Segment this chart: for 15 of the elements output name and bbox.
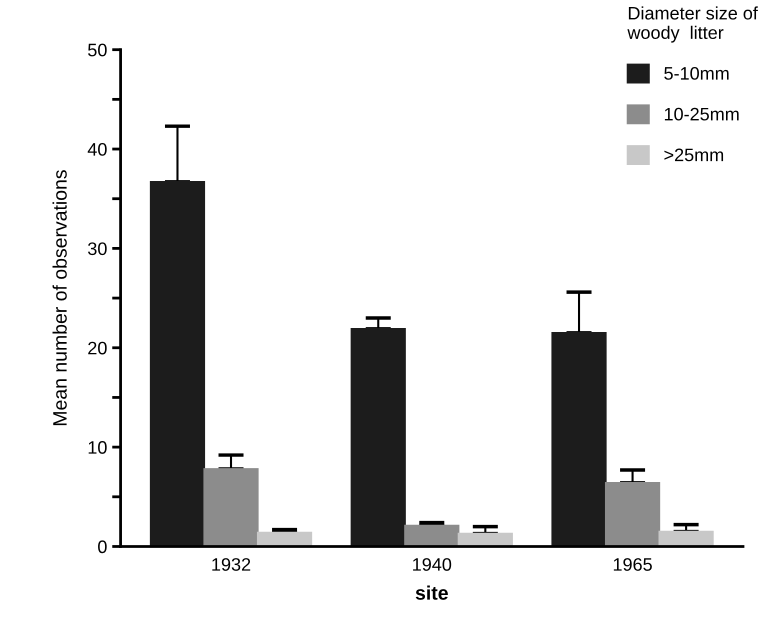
x-tick-label: 1932 (212, 558, 250, 571)
y-tick-label: 0 (98, 540, 107, 554)
y-tick-label: 40 (88, 142, 107, 156)
y-axis-title: Mean number of observations (52, 170, 67, 426)
y-tick-label: 50 (88, 44, 107, 56)
x-axis-title: site (416, 586, 448, 600)
legend-label: 5-10mm (664, 67, 729, 80)
legend-label: >25mm (664, 148, 724, 162)
legend-label: 10-25mm (664, 108, 739, 121)
x-tick-label: 1965 (614, 558, 652, 571)
y-tick-label: 10 (88, 441, 107, 454)
x-tick-label: 1940 (413, 558, 452, 571)
y-tick-label: 20 (88, 342, 107, 354)
legend-title: Diameter size of woody litter (627, 6, 758, 43)
y-tick-label: 30 (88, 242, 107, 256)
